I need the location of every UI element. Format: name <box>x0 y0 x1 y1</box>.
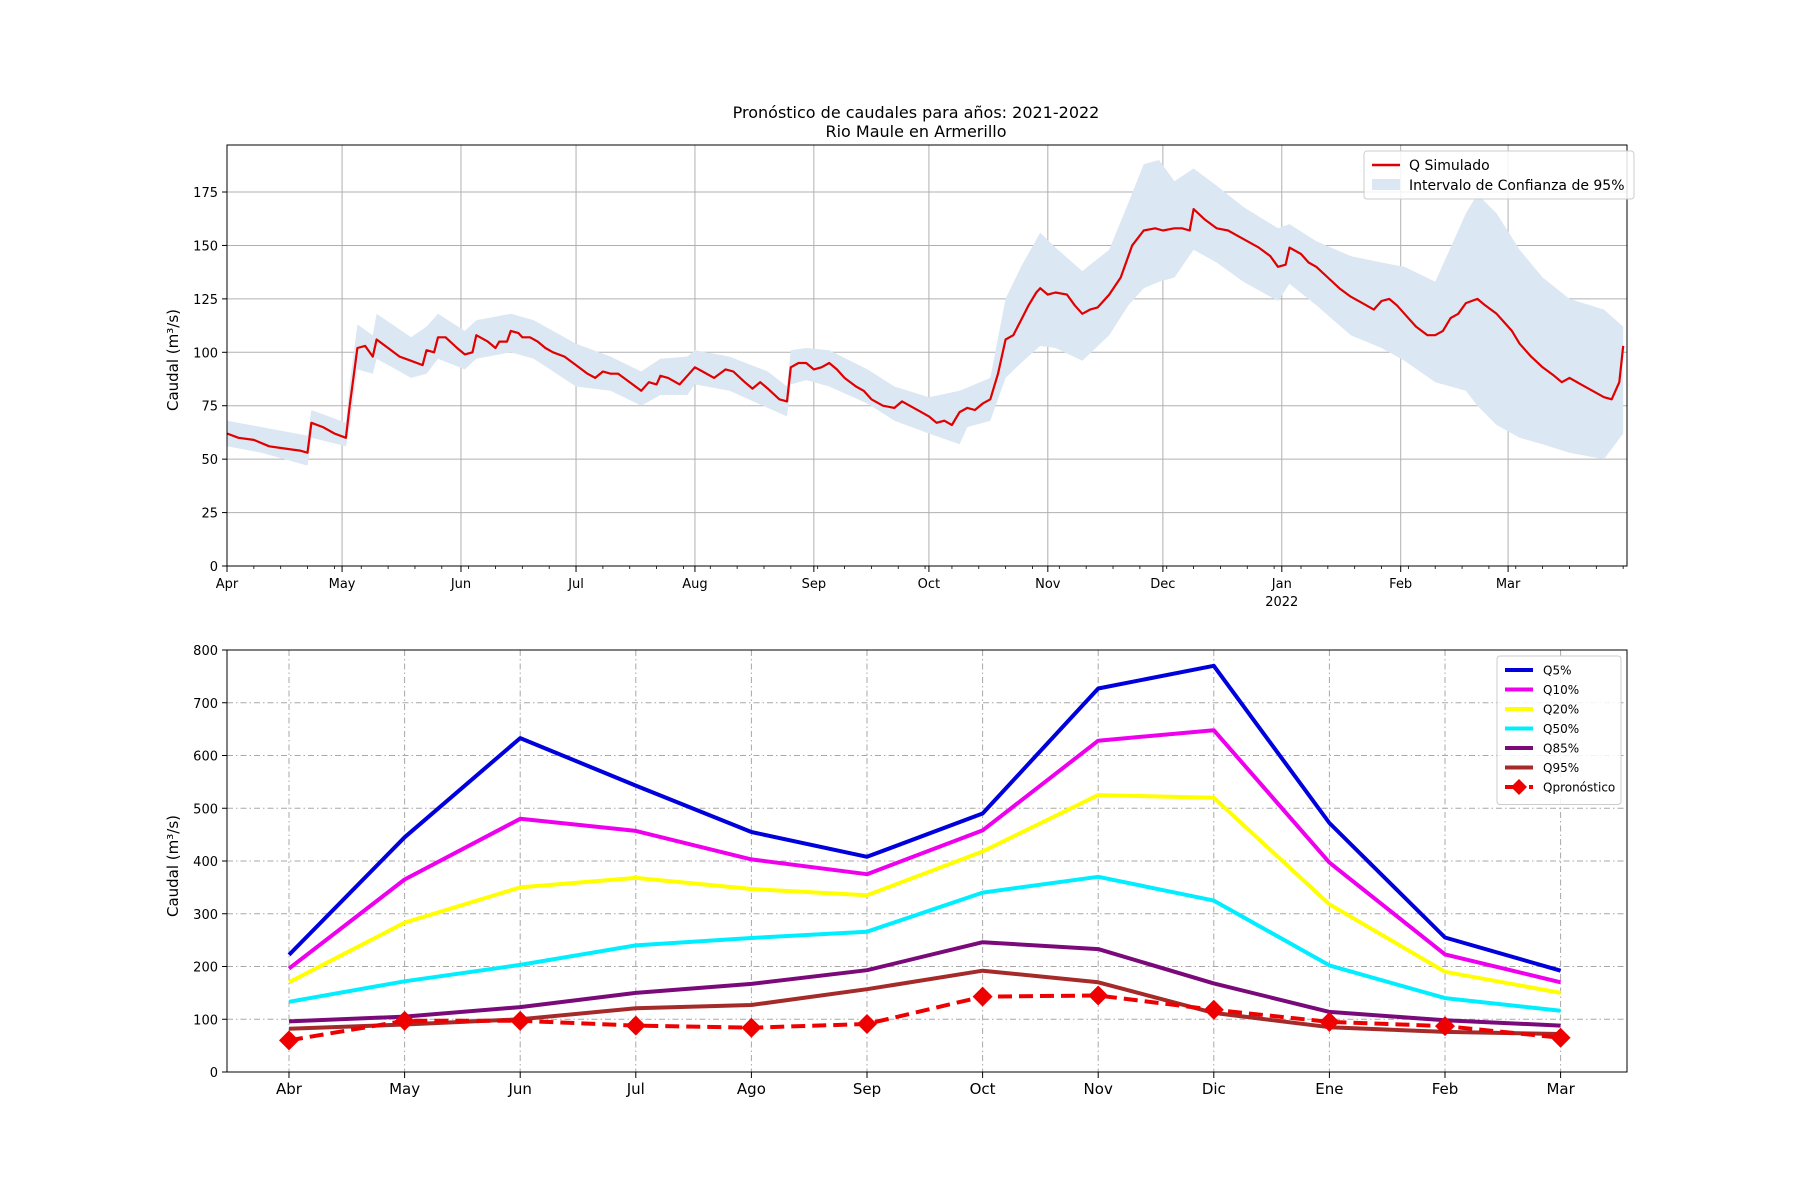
series-line-q-simulado <box>226 208 1625 454</box>
x-tick-label: Oct <box>918 577 940 592</box>
chart-monthly-percentiles: 0 100 200 300 400 500 600 700 800 Abr May Jun Jul Ag… <box>164 644 1628 1098</box>
series-line-q20 <box>288 793 1561 995</box>
x-tick-label: Feb <box>1432 1080 1459 1098</box>
y-axis-label: Caudal (m³/s) <box>164 815 182 917</box>
x-tick-label: Nov <box>1084 1080 1113 1098</box>
x-tick-label: Abr <box>276 1080 303 1098</box>
legend: Q5% Q10% Q20% Q50% Q85% Q95% Qpronóstico <box>1496 655 1622 805</box>
x-tick-label: Ago <box>737 1080 766 1098</box>
x-tick-sublabel: 2022 <box>1265 595 1298 610</box>
legend-label-q10: Q10% <box>1543 683 1579 697</box>
y-ticks: 0 100 200 300 400 500 600 700 800 <box>193 644 227 1081</box>
legend-label-q-simulado: Q Simulado <box>1409 158 1490 174</box>
legend: Q Simulado Intervalo de Confianza de 95% <box>1363 150 1635 200</box>
x-tick-label: Ene <box>1315 1080 1343 1098</box>
x-ticks: Apr May Jun Jul Aug Sep Oct Nov Dec Jan 2022 Feb Mar <box>216 566 1624 610</box>
series-line-q5 <box>287 663 1562 973</box>
legend-label-q50: Q50% <box>1543 722 1579 736</box>
chart-daily-forecast: Pronóstico de caudales para años: 2021-2… <box>164 103 1635 610</box>
legend-label-q20: Q20% <box>1543 703 1579 717</box>
forecast-marker <box>741 1017 762 1038</box>
legend-marker-diamond <box>1511 779 1527 795</box>
forecast-marker <box>394 1010 415 1031</box>
forecast-marker <box>857 1013 877 1034</box>
x-tick-label: Jun <box>507 1080 531 1098</box>
series-lines <box>287 663 1562 1043</box>
y-tick-label: 500 <box>193 802 218 817</box>
forecast-marker <box>625 1015 646 1036</box>
chart-title-line1: Pronóstico de caudales para años: 2021-2… <box>733 103 1100 122</box>
legend-frame <box>1363 150 1635 200</box>
y-ticks: 0 25 50 75 100 125 150 175 <box>193 186 227 575</box>
forecast-marker <box>279 1030 299 1051</box>
x-tick-label: Jul <box>567 577 584 592</box>
x-tick-label: Sep <box>802 577 827 592</box>
axes <box>226 144 1628 567</box>
legend-swatch-band <box>1372 179 1400 190</box>
forecast-marker <box>972 986 993 1007</box>
plot-frame <box>226 144 1628 567</box>
x-tick-label: Jan <box>1271 577 1292 592</box>
x-tick-label: Mar <box>1546 1080 1575 1098</box>
forecast-marker <box>1088 985 1109 1006</box>
y-tick-label: 150 <box>193 239 218 254</box>
legend-label-band: Intervalo de Confianza de 95% <box>1409 178 1625 194</box>
x-tick-label: Nov <box>1035 577 1061 592</box>
forecast-marker <box>1319 1011 1340 1032</box>
series-line-q85 <box>288 940 1561 1028</box>
legend-label-q5: Q5% <box>1543 664 1571 678</box>
y-tick-label: 50 <box>201 453 218 468</box>
y-tick-label: 700 <box>193 697 218 712</box>
chart-title-line2: Rio Maule en Armerillo <box>825 122 1006 141</box>
x-tick-label: Apr <box>216 577 239 592</box>
y-tick-label: 800 <box>193 644 218 659</box>
x-ticks: Abr May Jun Jul Ago Sep Oct Nov Dic Ene Feb Mar <box>276 1072 1576 1098</box>
forecast-marker <box>1203 999 1224 1020</box>
y-tick-label: 600 <box>193 750 218 765</box>
y-tick-label: 100 <box>193 1013 218 1028</box>
confidence-band <box>227 160 1624 466</box>
x-tick-label: Mar <box>1496 577 1521 592</box>
x-tick-label: Oct <box>970 1080 996 1098</box>
forecast-marker <box>1435 1016 1455 1037</box>
x-tick-label: Dic <box>1202 1080 1226 1098</box>
y-tick-label: 75 <box>201 400 218 415</box>
confidence-band-area <box>227 160 1624 466</box>
series-line-q10 <box>287 728 1562 985</box>
forecast-markers <box>279 985 1571 1051</box>
forecast-marker <box>1550 1027 1571 1048</box>
forecast-marker <box>510 1010 531 1031</box>
x-tick-label: Jul <box>626 1080 645 1098</box>
x-tick-label: Jun <box>450 577 471 592</box>
y-tick-label: 100 <box>193 346 218 361</box>
x-tick-label: May <box>389 1080 420 1098</box>
legend-label-qpron-stico: Qpronóstico <box>1543 781 1615 795</box>
y-tick-label: 400 <box>193 855 218 870</box>
y-axis-label: Caudal (m³/s) <box>164 309 182 411</box>
y-tick-label: 175 <box>193 186 218 201</box>
legend-label-q85: Q85% <box>1543 742 1579 756</box>
y-tick-label: 300 <box>193 908 218 923</box>
x-tick-label: May <box>329 577 356 592</box>
y-tick-label: 25 <box>201 507 218 522</box>
y-tick-label: 0 <box>210 1066 218 1081</box>
series-lines <box>226 208 1625 454</box>
x-tick-label: Dec <box>1150 577 1175 592</box>
x-tick-label: Feb <box>1389 577 1412 592</box>
y-tick-label: 0 <box>210 560 218 575</box>
x-tick-label: Aug <box>682 577 707 592</box>
y-tick-label: 200 <box>193 961 218 976</box>
series-line-qpron-stico <box>288 993 1561 1043</box>
x-tick-label: Sep <box>853 1080 881 1098</box>
series-line-q50 <box>288 874 1561 1013</box>
y-tick-label: 125 <box>193 293 218 308</box>
legend-label-q95: Q95% <box>1543 761 1579 775</box>
